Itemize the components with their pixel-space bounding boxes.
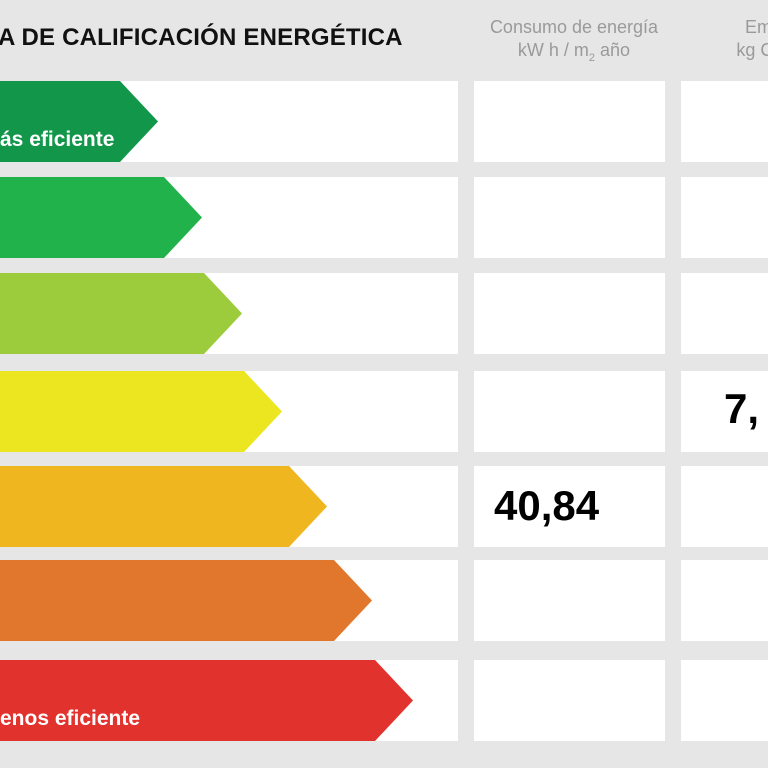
- consumption-cell: 40,84: [474, 466, 665, 547]
- rating-arrow-5: [0, 466, 327, 547]
- emissions-cell: [681, 273, 768, 354]
- consumption-cell: [474, 273, 665, 354]
- rating-arrow-7: enos eficiente: [0, 660, 413, 741]
- emissions-cell: [681, 466, 768, 547]
- consumption-cell: [474, 560, 665, 641]
- rating-row: [0, 177, 768, 258]
- consumption-cell: [474, 81, 665, 162]
- rating-bar-cell: [0, 273, 458, 354]
- rating-row: [0, 560, 768, 641]
- emissions-header-units: kg CO2: [736, 40, 768, 60]
- consumption-value: 40,84: [494, 482, 600, 529]
- emissions-header-line1: Emis: [745, 17, 768, 37]
- page-title: A DE CALIFICACIÓN ENERGÉTICA: [0, 24, 403, 51]
- rating-arrow-6: [0, 560, 372, 641]
- consumption-column-header: Consumo de energía kW h / m2 año: [474, 16, 674, 65]
- rating-label: enos eficiente: [0, 706, 141, 730]
- rating-row: 7,: [0, 371, 768, 452]
- rating-bar-cell: ás eficiente: [0, 81, 458, 162]
- rating-bar-cell: enos eficiente: [0, 660, 458, 741]
- emissions-cell: [681, 560, 768, 641]
- rating-arrow-2: [0, 177, 202, 258]
- rating-bar-cell: [0, 560, 458, 641]
- emissions-value: 7,: [724, 385, 760, 432]
- consumption-cell: [474, 371, 665, 452]
- consumption-cell: [474, 660, 665, 741]
- rating-row: [0, 273, 768, 354]
- rating-bar-cell: [0, 371, 458, 452]
- rating-row: enos eficiente: [0, 660, 768, 741]
- rating-row: 40,84: [0, 466, 768, 547]
- emissions-cell: [681, 177, 768, 258]
- consumption-header-units: kW h / m2 año: [517, 40, 631, 64]
- consumption-header-line1: Consumo de energía: [489, 17, 659, 37]
- rating-bar-cell: [0, 466, 458, 547]
- rating-arrow-4: [0, 371, 282, 452]
- consumption-cell: [474, 177, 665, 258]
- rating-row: ás eficiente: [0, 81, 768, 162]
- emissions-cell: 7,: [681, 371, 768, 452]
- emissions-cell: [681, 660, 768, 741]
- emissions-cell: [681, 81, 768, 162]
- rating-bar-cell: [0, 177, 458, 258]
- rating-arrow-3: [0, 273, 242, 354]
- emissions-column-header: Emis kg CO2: [700, 16, 768, 65]
- rating-arrow-1: ás eficiente: [0, 81, 158, 162]
- rating-label: ás eficiente: [0, 127, 115, 151]
